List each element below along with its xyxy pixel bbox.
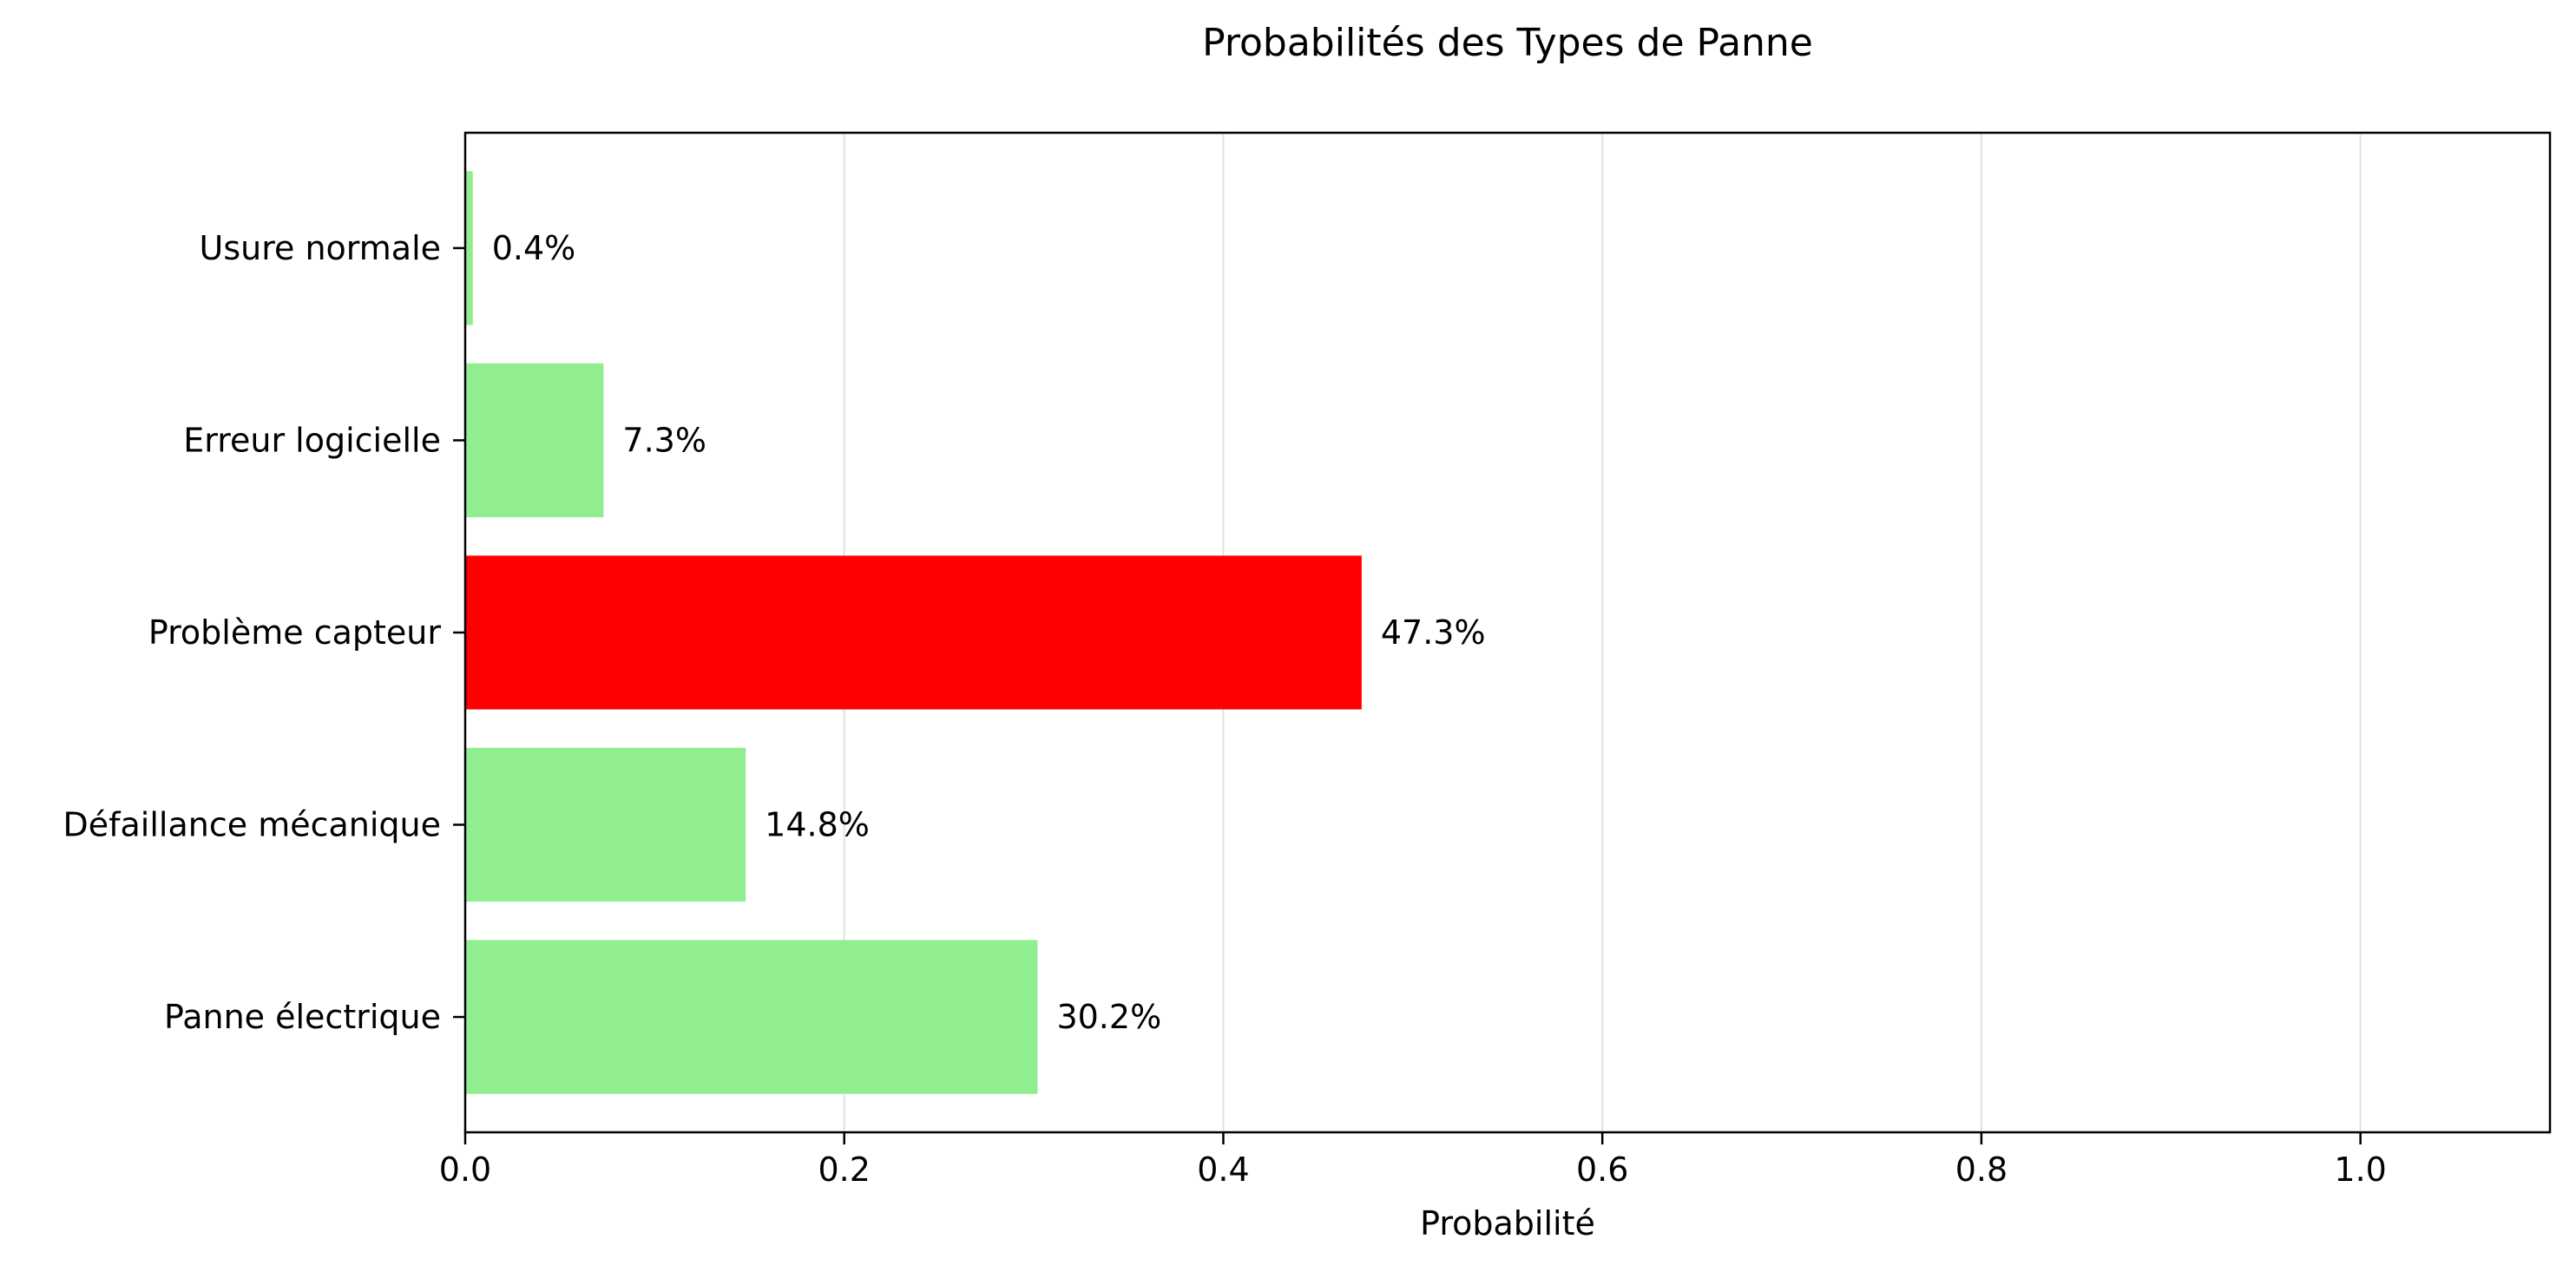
x-axis-label: Probabilité <box>1420 1204 1595 1242</box>
y-tick-label: Défaillance mécanique <box>63 806 442 844</box>
bars-group: 30.2% 14.8% 47.3% 7.3% 0.4% <box>465 171 1486 1094</box>
bar <box>465 940 1038 1094</box>
y-axis: Panne électrique Défaillance mécanique Pro… <box>63 229 465 1036</box>
data-label: 30.2% <box>1056 998 1161 1036</box>
y-tick-label: Panne électrique <box>164 998 441 1036</box>
data-label: 47.3% <box>1381 613 1486 652</box>
chart-title: Probabilités des Types de Panne <box>1202 21 1813 65</box>
y-tick-label: Erreur logicielle <box>183 421 441 459</box>
x-tick-label: 0.6 <box>1576 1151 1628 1189</box>
x-tick-label: 1.0 <box>2334 1151 2386 1189</box>
bar <box>465 747 746 902</box>
x-tick-label: 0.4 <box>1197 1151 1249 1189</box>
bar <box>465 363 604 518</box>
x-tick-label: 0.0 <box>439 1151 491 1189</box>
data-label: 14.8% <box>765 806 870 844</box>
bar <box>465 171 473 325</box>
y-tick-label: Usure normale <box>200 229 441 267</box>
y-tick-label: Problème capteur <box>148 613 441 652</box>
data-label: 0.4% <box>492 229 576 267</box>
data-label: 7.3% <box>622 421 706 459</box>
x-tick-label: 0.2 <box>818 1151 871 1189</box>
x-tick-label: 0.8 <box>1955 1151 2008 1189</box>
bar <box>465 555 1362 710</box>
x-axis: 0.0 0.2 0.4 0.6 0.8 1.0 <box>439 1132 2387 1189</box>
